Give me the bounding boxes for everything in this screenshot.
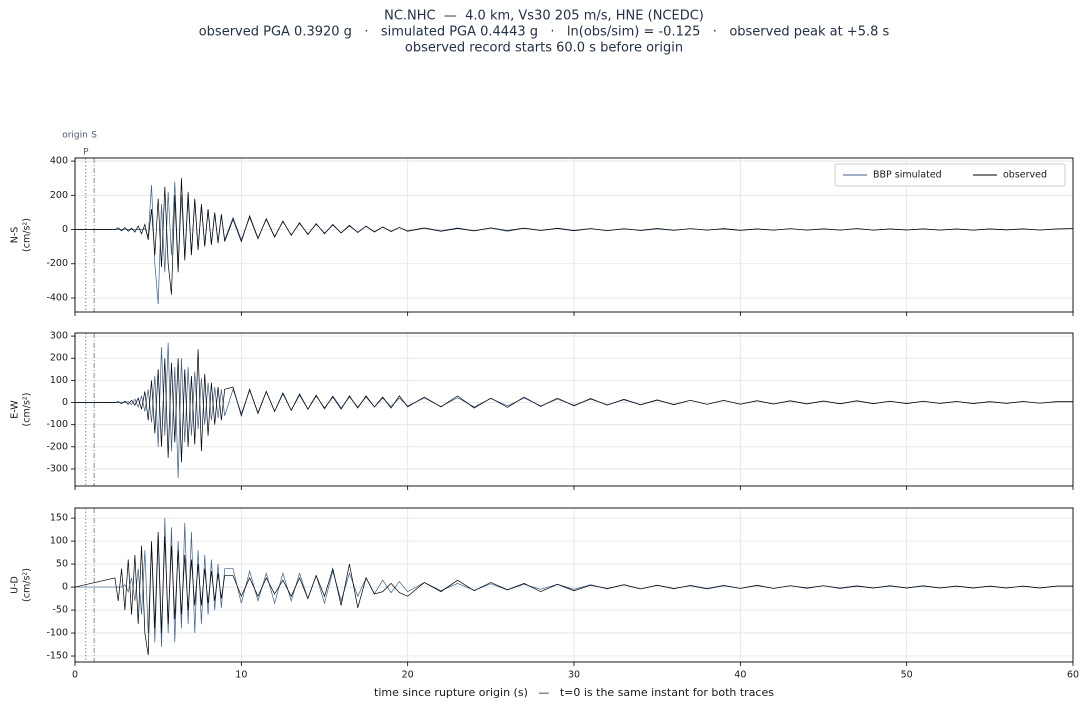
trace (75, 518, 1073, 647)
x-tick-label: 50 (901, 670, 913, 681)
x-axis-label: time since rupture origin (s) — t=0 is t… (374, 686, 774, 699)
y-tick-label: 150 (50, 513, 68, 524)
x-tick-label: 0 (72, 670, 78, 681)
y-tick-label: -50 (52, 605, 68, 616)
y-tick-label: -200 (46, 441, 68, 452)
phase-label: origin (62, 131, 88, 141)
legend-label: BBP simulated (873, 170, 942, 181)
y-tick-label: -300 (46, 463, 68, 474)
phase-label: P (83, 148, 89, 158)
y-tick-label: 50 (56, 559, 68, 570)
y-axis-label: (cm/s²) (22, 218, 33, 252)
y-tick-label: -100 (46, 419, 68, 430)
axes-frame (74, 332, 1074, 487)
title-line: observed record starts 60.0 s before ori… (405, 41, 683, 56)
x-tick-label: 30 (568, 670, 580, 681)
y-tick-label: -400 (46, 292, 68, 303)
y-tick-label: 400 (50, 156, 68, 167)
y-axis-label: (cm/s²) (22, 393, 33, 427)
x-tick-label: 40 (734, 670, 746, 681)
y-tick-label: 200 (50, 353, 68, 364)
y-tick-label: 0 (62, 397, 68, 408)
title-line: NC.NHC — 4.0 km, Vs30 205 m/s, HNE (NCED… (384, 9, 704, 24)
trace (75, 349, 1073, 463)
trace (75, 178, 1073, 295)
trace (75, 531, 1073, 656)
y-tick-label: 100 (50, 536, 68, 547)
y-axis-label: N-S (10, 227, 21, 244)
x-tick-label: 20 (402, 670, 414, 681)
axes-frame (74, 507, 1074, 663)
y-axis-label: E-W (10, 400, 21, 419)
phase-label: S (91, 131, 97, 141)
legend-label: observed (1003, 170, 1047, 181)
y-axis-label: U-D (10, 576, 21, 594)
title-line: observed PGA 0.3920 g · simulated PGA 0.… (199, 25, 890, 40)
y-tick-label: -200 (46, 258, 68, 269)
axes-frame (74, 157, 1074, 313)
x-tick-label: 60 (1067, 670, 1079, 681)
y-tick-label: 100 (50, 375, 68, 386)
y-tick-label: 0 (62, 582, 68, 593)
y-tick-label: -150 (46, 651, 68, 662)
y-tick-label: 0 (62, 224, 68, 235)
legend-box (834, 163, 1066, 187)
y-axis-label: (cm/s²) (22, 568, 33, 602)
x-tick-label: 10 (235, 670, 247, 681)
y-tick-label: 300 (50, 331, 68, 342)
y-tick-label: -100 (46, 628, 68, 639)
y-tick-label: 200 (50, 190, 68, 201)
